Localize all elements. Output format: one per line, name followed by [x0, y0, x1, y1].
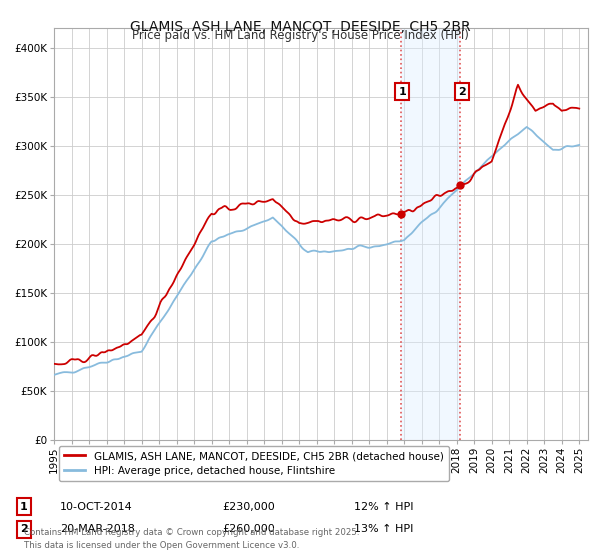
Text: 1: 1	[20, 502, 28, 512]
Legend: GLAMIS, ASH LANE, MANCOT, DEESIDE, CH5 2BR (detached house), HPI: Average price,: GLAMIS, ASH LANE, MANCOT, DEESIDE, CH5 2…	[59, 446, 449, 481]
Text: £260,000: £260,000	[222, 524, 275, 534]
Text: 10-OCT-2014: 10-OCT-2014	[60, 502, 133, 512]
Text: £230,000: £230,000	[222, 502, 275, 512]
Text: 13% ↑ HPI: 13% ↑ HPI	[354, 524, 413, 534]
Text: 2: 2	[20, 524, 28, 534]
Text: 12% ↑ HPI: 12% ↑ HPI	[354, 502, 413, 512]
Bar	[401, 28, 460, 440]
Text: 1: 1	[398, 87, 406, 97]
Text: GLAMIS, ASH LANE, MANCOT, DEESIDE, CH5 2BR: GLAMIS, ASH LANE, MANCOT, DEESIDE, CH5 2…	[130, 20, 470, 34]
Text: 20-MAR-2018: 20-MAR-2018	[60, 524, 135, 534]
Text: Price paid vs. HM Land Registry's House Price Index (HPI): Price paid vs. HM Land Registry's House …	[131, 29, 469, 42]
Text: 2: 2	[458, 87, 466, 97]
Text: Contains HM Land Registry data © Crown copyright and database right 2025.
This d: Contains HM Land Registry data © Crown c…	[24, 528, 359, 550]
